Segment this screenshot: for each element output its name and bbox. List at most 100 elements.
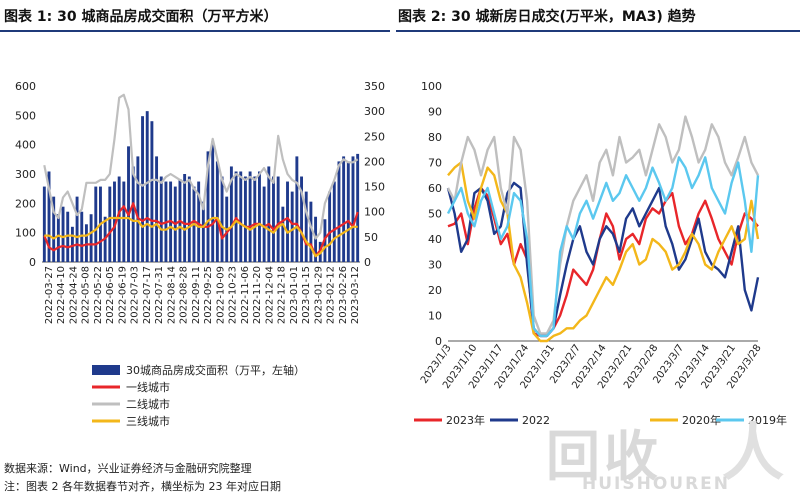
chart1-bar [127, 146, 130, 262]
chart1-bar [84, 224, 88, 262]
chart1-y-right-tick-label: 200 [364, 155, 385, 168]
chart1-x-tick: 2023-01-29 [313, 266, 324, 324]
chart1-x-tick-label: 2022-04-10 [56, 266, 67, 324]
chart1-bar [300, 176, 303, 262]
chart1-bar [281, 206, 285, 262]
chart1-y-right-tick-label: 50 [364, 231, 378, 244]
chart1-y-right-tick-label: 250 [364, 130, 385, 143]
chart1-bar [262, 186, 266, 262]
chart1-bar [56, 214, 60, 262]
chart1-x-tick-label: 2022-03-27 [44, 266, 55, 324]
chart1-x-tick: 2022-05-22 [93, 266, 104, 324]
watermark-logo: 回收 人 HUISHOUREN [536, 406, 800, 500]
chart1-x-tick: 2022-11-06 [240, 266, 251, 324]
chart1-bar [332, 181, 336, 262]
chart1-legend-label: 一线城市 [126, 380, 170, 394]
chart1-bar [75, 196, 79, 262]
chart1-bar [258, 171, 261, 262]
chart1-bar [276, 176, 280, 262]
chart1-x-tick: 2022-09-11 [191, 266, 202, 324]
chart1-x-tick-label: 2022-04-24 [69, 266, 80, 324]
chart1-bar [286, 181, 289, 262]
chart1-x-tick: 2022-12-18 [277, 266, 288, 324]
watermark-extra-text: 人 [722, 416, 785, 489]
chart1-bar [272, 176, 275, 262]
data-source-note: 数据来源：Wind，兴业证券经济与金融研究院整理 [4, 462, 252, 475]
chart2-title-rule [396, 30, 800, 32]
chart1-bar [113, 181, 116, 262]
chart2-y-tick-label: 40 [428, 233, 442, 246]
chart1-x-tick: 2022-08-28 [179, 266, 190, 324]
chart2-y-tick-label: 80 [428, 131, 442, 144]
chart1-y-left-tick-label: 200 [15, 197, 36, 210]
chart1-x-tick-label: 2023-01-29 [313, 266, 324, 324]
chart1-bar [80, 211, 84, 262]
chart1-x-tick-label: 2022-12-18 [277, 266, 288, 324]
chart1-x-tick: 2022-06-05 [105, 266, 116, 324]
chart1-x-tick: 2022-07-03 [130, 266, 141, 324]
chart1-bar [159, 176, 163, 262]
chart1-bar [239, 171, 243, 262]
chart1-y-right-tick-label: 350 [364, 80, 385, 93]
chart1-bar [89, 214, 93, 262]
chart1-bar [211, 141, 215, 262]
chart1-bar [47, 171, 51, 262]
chart1-bar [141, 116, 144, 263]
chart1-y-left-tick-label: 500 [15, 109, 36, 122]
chart2-y-tick-label: 30 [428, 259, 442, 272]
chart1-bar [248, 171, 252, 262]
chart1-bar [206, 151, 210, 262]
chart1-x-tick-label: 2022-08-28 [179, 266, 190, 324]
chart2-y-tick-label: 10 [428, 310, 442, 323]
chart2-y-tick-label: 20 [428, 284, 442, 297]
chart1-x-tick-label: 2023-03-12 [350, 266, 361, 324]
chart1-x-tick: 2022-07-31 [154, 266, 165, 324]
chart2-y-tick-label: 50 [428, 208, 442, 221]
chart1-legend-label: 三线城市 [126, 414, 170, 428]
chart1-bar [187, 176, 191, 262]
chart2-series-line-1 [447, 186, 759, 338]
chart1-bar [328, 191, 332, 262]
chart1-bar [117, 176, 121, 262]
chart1-bar [108, 186, 112, 262]
chart1-bar [150, 121, 154, 262]
chart1-x-tick: 2022-03-27 [44, 266, 55, 324]
chart1-x-tick-label: 2022-05-08 [81, 266, 92, 324]
chart1-x-tick-label: 2022-07-17 [142, 266, 153, 324]
chart1-x-tick-label: 2022-09-11 [191, 266, 202, 324]
chart2-series-line-3 [447, 161, 760, 343]
chart1-bar [346, 161, 350, 262]
chart1-x-tick-label: 2022-12-04 [264, 266, 275, 324]
chart1-x-tick-label: 2022-11-20 [252, 266, 263, 324]
chart1-x-tick: 2023-01-01 [289, 266, 300, 324]
chart1-x-tick: 2023-02-26 [338, 266, 349, 324]
chart1-x-tick: 2022-04-10 [56, 266, 67, 324]
chart1-x-tick-label: 2022-10-09 [215, 266, 226, 324]
chart2-series-line-4 [446, 115, 760, 335]
chart1-x-tick: 2022-11-20 [252, 266, 263, 324]
chart1-x-tick-label: 2023-01-15 [301, 266, 312, 324]
chart1-bar [136, 156, 140, 262]
chart1-x-tick: 2023-02-12 [326, 266, 337, 324]
chart1-bar [229, 166, 233, 262]
chart1-bar [131, 166, 135, 262]
chart1-bar [61, 206, 65, 262]
chart1-bar [243, 176, 247, 262]
chart2-series-line-2 [446, 181, 760, 338]
chart1-x-tick-label: 2023-02-12 [326, 266, 337, 324]
chart1-bar [253, 176, 257, 262]
chart1-y-left-tick-label: 600 [15, 80, 36, 93]
chart2-y-tick-label: 90 [428, 106, 442, 119]
chart1-bar [337, 161, 341, 262]
chart1-bar [215, 161, 219, 262]
chart1-y-left-tick-label: 400 [15, 139, 36, 152]
chart1-bar [304, 191, 308, 262]
chart1-bar [234, 171, 238, 262]
chart1-x-tick-label: 2022-11-06 [240, 266, 251, 324]
chart1-bar [66, 211, 70, 262]
chart1-x-tick: 2023-03-12 [350, 266, 361, 324]
chart1-x-tick-label: 2022-07-03 [130, 266, 141, 324]
chart1-bar [94, 186, 98, 262]
chart1-series-line-3 [44, 216, 358, 258]
chart1-bar [145, 111, 149, 263]
